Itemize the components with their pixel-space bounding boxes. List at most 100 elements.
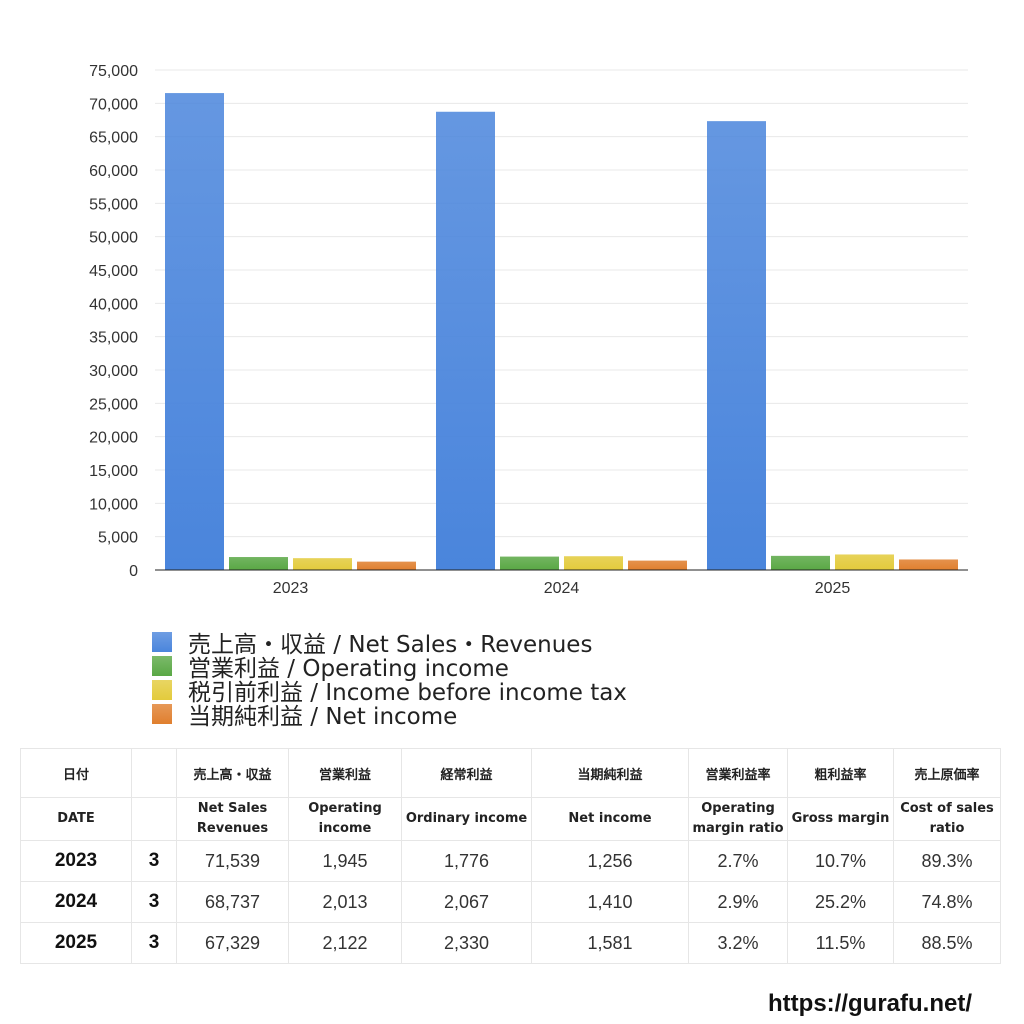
table-header-cell	[131, 797, 177, 841]
table-header-cell: Net Sales Revenues	[176, 797, 289, 841]
bar-chart: 0 5,000 10,000 15,000 20,000 25,000 30,000 35,0…	[89, 63, 968, 597]
y-tick-label: 10,000	[89, 496, 138, 513]
table-header-cell: 当期純利益	[531, 748, 689, 798]
table-cell: 71,539	[176, 840, 289, 882]
bar	[835, 554, 894, 570]
y-tick-label: 0	[129, 563, 138, 580]
y-tick-label: 25,000	[89, 396, 138, 413]
table-header-cell: Ordinary income	[401, 797, 532, 841]
table-row: 2023 3 71,539 1,945 1,776 1,256 2.7% 10.7% 89.3%	[20, 840, 1001, 882]
table-cell: 1,256	[531, 840, 689, 882]
y-tick-label: 15,000	[89, 463, 138, 480]
legend-label: 当期純利益 / Net income	[188, 704, 458, 730]
table-cell: 1,410	[531, 881, 689, 923]
financial-table: 日付 売上高・収益 営業利益 経常利益 当期純利益 営業利益率 粗利益率 売上原価率 DATE…	[20, 748, 1001, 964]
table-cell: 2,122	[288, 922, 402, 964]
bar	[436, 111, 495, 571]
table-cell: 67,329	[176, 922, 289, 964]
bar	[771, 555, 830, 570]
y-tick-label: 20,000	[89, 430, 138, 447]
table-row: 2024 3 68,737 2,013 2,067 1,410 2.9% 25.2% 74.8%	[20, 881, 1001, 923]
bar	[707, 121, 766, 570]
bar	[500, 556, 559, 570]
bar	[628, 560, 687, 570]
gridlines	[155, 69, 968, 538]
x-category-label: 2023	[273, 580, 309, 597]
bars	[165, 93, 958, 571]
legend-item: 売上高・収益 / Net Sales・Revenues	[152, 630, 627, 658]
y-tick-label: 45,000	[89, 263, 138, 280]
table-header-cell: Net income	[531, 797, 689, 841]
table-cell: 2025	[20, 922, 132, 964]
table-header-cell: Cost of sales ratio	[893, 797, 1001, 841]
table-cell: 2024	[20, 881, 132, 923]
table-cell: 3	[131, 881, 177, 923]
legend-label: 営業利益 / Operating income	[188, 656, 509, 682]
table-cell: 11.5%	[787, 922, 894, 964]
chart-legend: 売上高・収益 / Net Sales・Revenues 営業利益 / Operat…	[152, 630, 627, 730]
table-header-cell: 日付	[20, 748, 132, 798]
table-header-cell	[131, 748, 177, 798]
table-cell: 3	[131, 922, 177, 964]
legend-swatch	[152, 632, 172, 652]
legend-swatch	[152, 656, 172, 676]
bar	[293, 558, 352, 570]
table-row: 2025 3 67,329 2,122 2,330 1,581 3.2% 11.5% 88.5%	[20, 922, 1001, 964]
table-header-cell: 売上高・収益	[176, 748, 289, 798]
table-cell: 2,013	[288, 881, 402, 923]
table-cell: 10.7%	[787, 840, 894, 882]
table-cell: 2,067	[401, 881, 532, 923]
legend-label: 売上高・収益 / Net Sales・Revenues	[188, 632, 593, 658]
table-cell: 68,737	[176, 881, 289, 923]
legend-swatch	[152, 680, 172, 700]
table-cell: 3	[131, 840, 177, 882]
table-cell: 1,945	[288, 840, 402, 882]
y-tick-label: 75,000	[89, 63, 138, 80]
table-cell: 2023	[20, 840, 132, 882]
table-header-cell: 営業利益	[288, 748, 402, 798]
table-cell: 1,581	[531, 922, 689, 964]
site-url[interactable]: https://gurafu.net/	[768, 990, 972, 1017]
y-tick-label: 30,000	[89, 363, 138, 380]
table-cell: 3.2%	[688, 922, 788, 964]
table-header-row-ja: 日付 売上高・収益 営業利益 経常利益 当期純利益 営業利益率 粗利益率 売上原価率	[20, 748, 1001, 798]
table-header-cell: Operating margin ratio	[688, 797, 788, 841]
table-header-cell: 粗利益率	[787, 748, 894, 798]
bar	[165, 93, 224, 570]
legend-item: 税引前利益 / Income before income tax	[152, 678, 627, 706]
table-header-cell: Operating income	[288, 797, 402, 841]
table-cell: 2,330	[401, 922, 532, 964]
table-header-cell: DATE	[20, 797, 132, 841]
y-tick-label: 40,000	[89, 296, 138, 313]
x-category-label: 2025	[815, 580, 851, 597]
bar	[229, 557, 288, 570]
bar	[564, 556, 623, 570]
table-cell: 1,776	[401, 840, 532, 882]
y-tick-label: 50,000	[89, 230, 138, 247]
table-header-cell: 経常利益	[401, 748, 532, 798]
table-header-row-en: DATE Net Sales Revenues Operating income Ordi…	[20, 797, 1001, 841]
y-axis-ticks: 0 5,000 10,000 15,000 20,000 25,000 30,000 35,0…	[89, 63, 138, 580]
table-header-cell: Gross margin	[787, 797, 894, 841]
table-cell: 88.5%	[893, 922, 1001, 964]
table-cell: 2.7%	[688, 840, 788, 882]
legend-item: 当期純利益 / Net income	[152, 702, 627, 730]
bar	[357, 561, 416, 570]
table-cell: 89.3%	[893, 840, 1001, 882]
table-cell: 25.2%	[787, 881, 894, 923]
y-tick-label: 55,000	[89, 196, 138, 213]
bar	[899, 559, 958, 570]
x-category-label: 2024	[544, 580, 580, 597]
legend-item: 営業利益 / Operating income	[152, 654, 627, 682]
table-cell: 2.9%	[688, 881, 788, 923]
y-tick-label: 35,000	[89, 330, 138, 347]
legend-label: 税引前利益 / Income before income tax	[188, 680, 627, 706]
legend-swatch	[152, 704, 172, 724]
table-header-cell: 営業利益率	[688, 748, 788, 798]
y-tick-label: 70,000	[89, 96, 138, 113]
table-header-cell: 売上原価率	[893, 748, 1001, 798]
x-axis-categories: 2023 2024 2025	[273, 580, 851, 597]
y-tick-label: 65,000	[89, 130, 138, 147]
table-cell: 74.8%	[893, 881, 1001, 923]
y-tick-label: 5,000	[98, 530, 138, 547]
